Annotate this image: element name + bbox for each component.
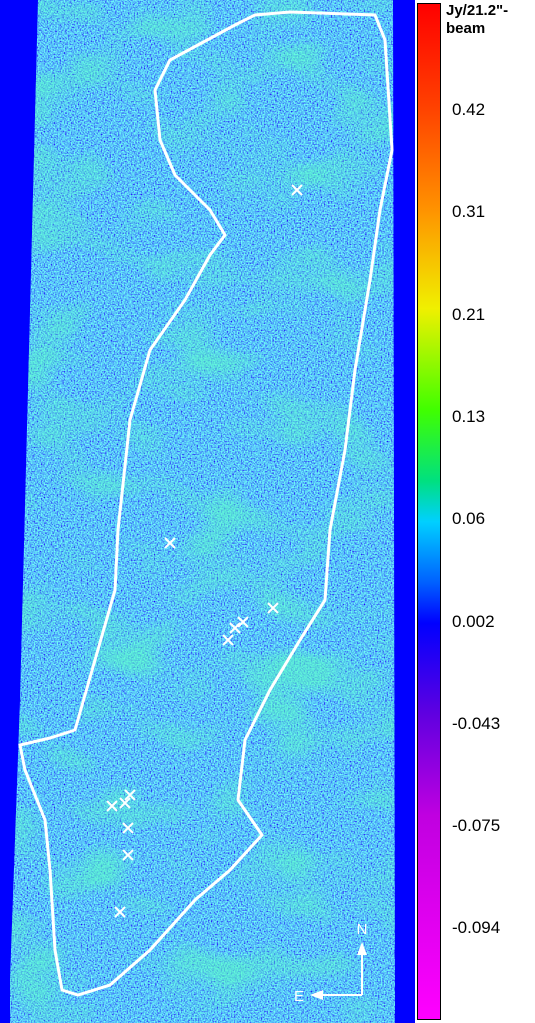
colorbar-tick-label: -0.094	[452, 918, 501, 938]
marker	[124, 789, 136, 801]
east-label: E	[294, 988, 304, 1005]
contour	[18, 10, 394, 997]
colorbar	[417, 3, 441, 1020]
marker	[106, 800, 118, 812]
colorbar-tick-label: 0.06	[452, 509, 486, 529]
title-line: beam	[446, 20, 486, 37]
source-markers	[106, 184, 303, 918]
marker	[122, 822, 134, 834]
marker	[122, 849, 134, 861]
marker	[291, 184, 303, 196]
marker	[222, 634, 234, 646]
marker	[237, 616, 249, 628]
marker	[119, 797, 131, 809]
colorbar-tick-label: -0.075	[452, 816, 501, 836]
compass	[310, 942, 367, 1000]
colorbar-tick-label: 0.002	[452, 611, 495, 631]
marker	[114, 906, 126, 918]
colorbar-tick-label: 0.13	[452, 406, 486, 426]
colorbar-tick-label: 0.31	[452, 202, 486, 222]
emission	[10, 0, 395, 1023]
colorbar-tick-label: 0.42	[452, 100, 486, 119]
marker	[229, 622, 241, 634]
colorbar-tick-label: 0.21	[452, 304, 486, 324]
north-label: N	[357, 921, 368, 938]
marker	[267, 602, 279, 614]
colorbar-title: Jy/21.2"- beam	[446, 2, 508, 38]
sky-map: N E	[0, 0, 415, 1023]
title-line: Jy/21.2"-	[446, 2, 509, 19]
colorbar-tick-label: -0.043	[452, 713, 501, 733]
marker	[164, 537, 176, 549]
